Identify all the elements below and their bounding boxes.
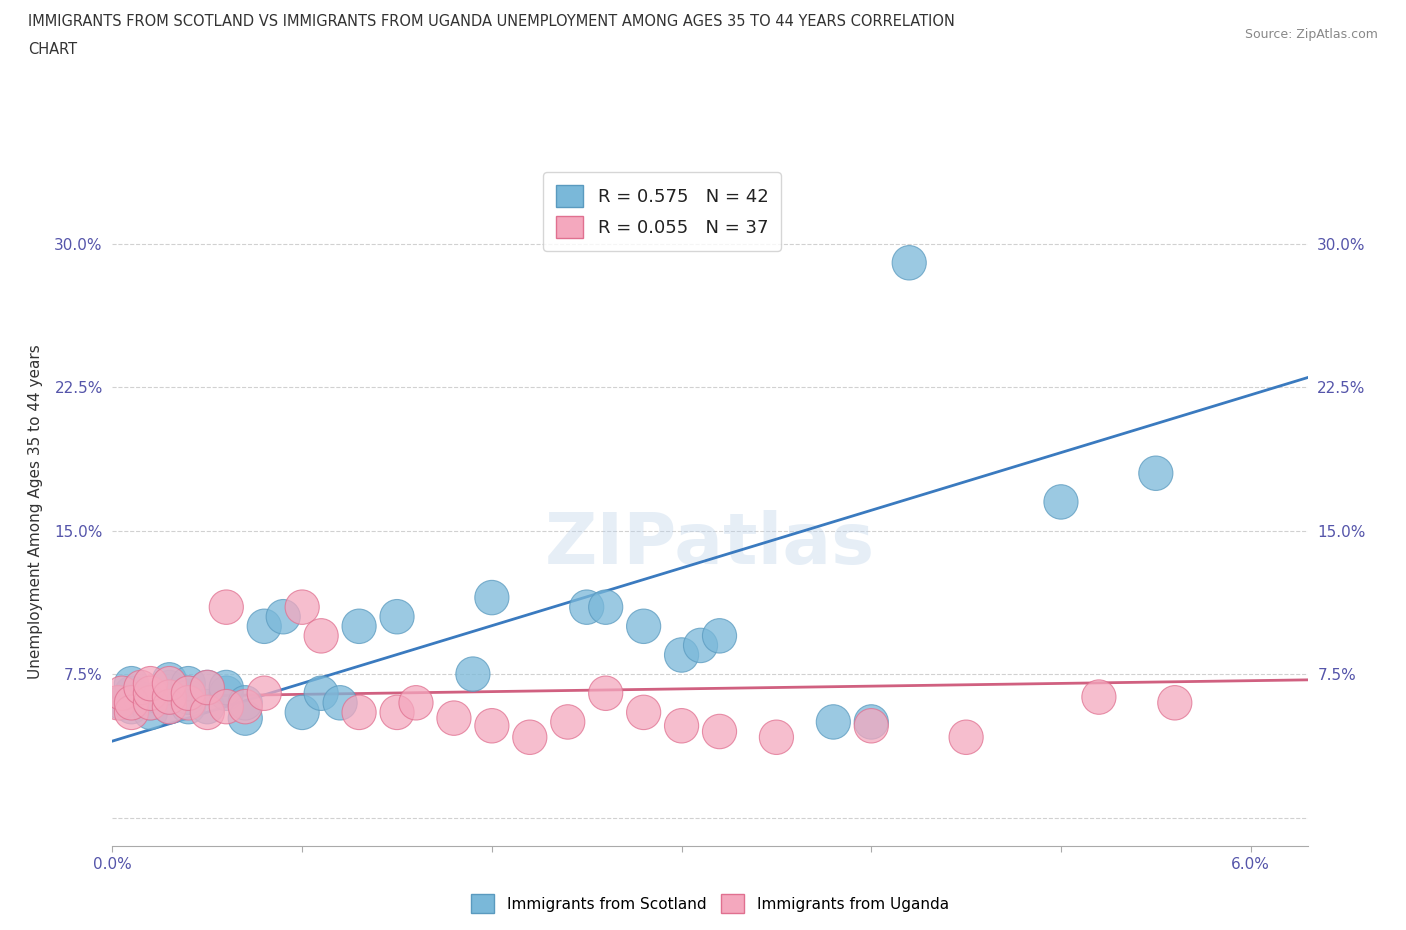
Ellipse shape: [134, 667, 167, 701]
Ellipse shape: [380, 600, 415, 634]
Ellipse shape: [627, 609, 661, 644]
Ellipse shape: [134, 685, 167, 720]
Ellipse shape: [152, 663, 187, 698]
Ellipse shape: [209, 689, 243, 724]
Ellipse shape: [172, 676, 205, 711]
Text: CHART: CHART: [28, 42, 77, 57]
Ellipse shape: [172, 689, 205, 724]
Ellipse shape: [105, 676, 139, 711]
Ellipse shape: [475, 709, 509, 743]
Ellipse shape: [247, 676, 281, 711]
Ellipse shape: [172, 685, 205, 720]
Ellipse shape: [114, 685, 149, 720]
Ellipse shape: [855, 705, 889, 739]
Ellipse shape: [114, 676, 149, 711]
Ellipse shape: [152, 680, 187, 714]
Y-axis label: Unemployment Among Ages 35 to 44 years: Unemployment Among Ages 35 to 44 years: [28, 344, 44, 679]
Ellipse shape: [475, 580, 509, 615]
Ellipse shape: [190, 689, 225, 724]
Ellipse shape: [172, 680, 205, 714]
Ellipse shape: [152, 667, 187, 701]
Ellipse shape: [285, 590, 319, 624]
Ellipse shape: [323, 685, 357, 720]
Ellipse shape: [190, 671, 225, 705]
Ellipse shape: [209, 671, 243, 705]
Ellipse shape: [589, 676, 623, 711]
Ellipse shape: [172, 667, 205, 701]
Ellipse shape: [124, 682, 157, 716]
Ellipse shape: [551, 705, 585, 739]
Ellipse shape: [114, 689, 149, 724]
Ellipse shape: [703, 714, 737, 749]
Ellipse shape: [190, 671, 225, 705]
Ellipse shape: [1157, 685, 1192, 720]
Ellipse shape: [124, 671, 157, 705]
Ellipse shape: [437, 701, 471, 736]
Ellipse shape: [665, 638, 699, 672]
Ellipse shape: [949, 720, 983, 754]
Ellipse shape: [456, 657, 489, 691]
Ellipse shape: [152, 689, 187, 724]
Ellipse shape: [703, 618, 737, 653]
Ellipse shape: [1139, 456, 1173, 490]
Ellipse shape: [342, 609, 377, 644]
Ellipse shape: [627, 695, 661, 730]
Ellipse shape: [134, 676, 167, 711]
Ellipse shape: [228, 685, 263, 720]
Text: IMMIGRANTS FROM SCOTLAND VS IMMIGRANTS FROM UGANDA UNEMPLOYMENT AMONG AGES 35 TO: IMMIGRANTS FROM SCOTLAND VS IMMIGRANTS F…: [28, 14, 955, 29]
Text: ZIPatlas: ZIPatlas: [546, 511, 875, 579]
Legend: Immigrants from Scotland, Immigrants from Uganda: Immigrants from Scotland, Immigrants fro…: [465, 888, 955, 919]
Ellipse shape: [209, 590, 243, 624]
Ellipse shape: [342, 695, 377, 730]
Ellipse shape: [304, 676, 339, 711]
Ellipse shape: [817, 705, 851, 739]
Ellipse shape: [285, 695, 319, 730]
Ellipse shape: [380, 695, 415, 730]
Ellipse shape: [304, 618, 339, 653]
Ellipse shape: [172, 676, 205, 711]
Ellipse shape: [114, 667, 149, 701]
Ellipse shape: [134, 685, 167, 720]
Ellipse shape: [513, 720, 547, 754]
Ellipse shape: [893, 246, 927, 280]
Ellipse shape: [1081, 680, 1116, 714]
Ellipse shape: [143, 680, 177, 714]
Ellipse shape: [589, 590, 623, 624]
Ellipse shape: [152, 680, 187, 714]
Ellipse shape: [228, 689, 263, 724]
Ellipse shape: [190, 695, 225, 730]
Ellipse shape: [569, 590, 603, 624]
Ellipse shape: [266, 600, 301, 634]
Ellipse shape: [152, 671, 187, 705]
Ellipse shape: [114, 695, 149, 730]
Ellipse shape: [247, 609, 281, 644]
Ellipse shape: [1043, 485, 1078, 519]
Ellipse shape: [855, 709, 889, 743]
Ellipse shape: [399, 685, 433, 720]
Ellipse shape: [683, 628, 717, 663]
Ellipse shape: [152, 689, 187, 724]
Ellipse shape: [105, 685, 139, 720]
Ellipse shape: [134, 695, 167, 730]
Ellipse shape: [101, 685, 135, 720]
Ellipse shape: [209, 676, 243, 711]
Ellipse shape: [665, 709, 699, 743]
Ellipse shape: [228, 701, 263, 736]
Text: Source: ZipAtlas.com: Source: ZipAtlas.com: [1244, 28, 1378, 41]
Ellipse shape: [759, 720, 793, 754]
